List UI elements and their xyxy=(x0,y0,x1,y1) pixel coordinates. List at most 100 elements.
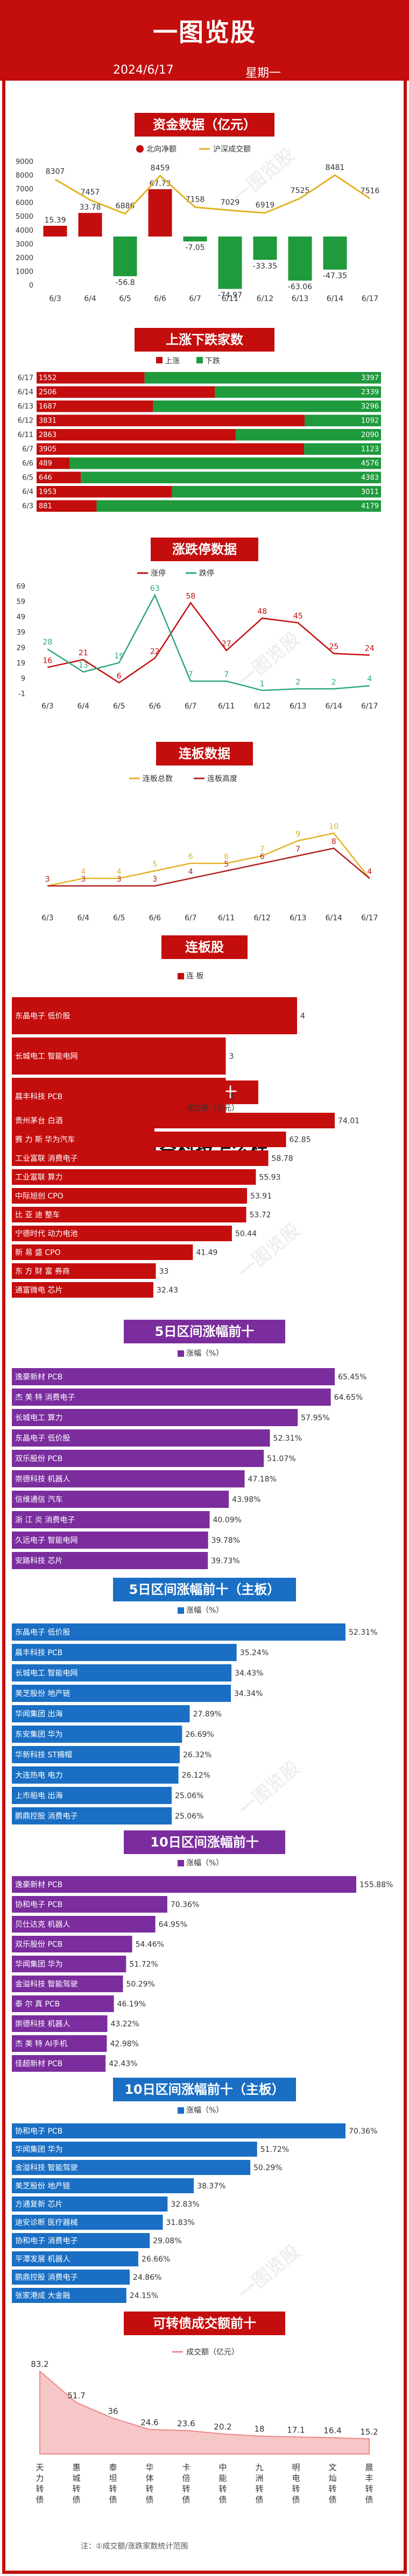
data-label-north: -63.06 xyxy=(288,283,312,291)
data-label-up: 1552 xyxy=(39,374,57,382)
y-tick-label: 6/12 xyxy=(18,417,33,425)
x-tick-label: 6/6 xyxy=(154,295,166,303)
bar xyxy=(12,1409,298,1426)
x-tick-label: 惠 xyxy=(72,2463,80,2472)
bar xyxy=(12,1078,226,1115)
x-tick-label: 天 xyxy=(36,2463,44,2472)
data-label: 6 xyxy=(224,853,229,861)
bar xyxy=(12,2233,150,2248)
bar-up xyxy=(37,471,81,483)
data-label: 25 xyxy=(329,643,339,652)
bar xyxy=(12,1207,246,1222)
bar xyxy=(12,1532,208,1549)
data-label-north: -74.97 xyxy=(218,291,242,299)
x-tick-label: 6/5 xyxy=(113,914,125,922)
x-tick-label: 力 xyxy=(36,2473,44,2483)
data-label-north: -47.35 xyxy=(323,272,347,281)
category-label: 久远电子 智能电网 xyxy=(15,1536,77,1545)
data-label: 38.37% xyxy=(197,2182,225,2191)
legend-label: 涨幅（%） xyxy=(186,1349,223,1358)
category-label: 华新科技 ST摘帽 xyxy=(15,1750,72,1759)
y-tick-label: 6/11 xyxy=(18,431,33,439)
data-label: 3 xyxy=(45,875,50,884)
data-label: 24.6 xyxy=(140,2417,158,2427)
y-tick-label: 6000 xyxy=(16,199,33,207)
data-label-north: 33.78 xyxy=(79,203,101,212)
bar-north xyxy=(148,189,172,237)
bar xyxy=(12,1470,245,1487)
legend-label: 连板高度 xyxy=(207,774,237,783)
x-tick-label: 文 xyxy=(328,2463,336,2472)
x-tick-label: 卡 xyxy=(182,2463,190,2472)
data-label-up: 3905 xyxy=(39,446,57,454)
data-label: 20.2 xyxy=(214,2422,231,2432)
category-label: 鹏鼎控股 消费电子 xyxy=(15,2273,77,2282)
bar xyxy=(12,1150,269,1166)
bar xyxy=(12,1511,210,1528)
category-label: 鹏鼎控股 消费电子 xyxy=(15,1812,77,1821)
y-tick-label: 29 xyxy=(16,644,25,652)
data-label: 28 xyxy=(43,638,52,647)
data-label: 26.32% xyxy=(183,1751,211,1759)
category-label: 上市船电 出海 xyxy=(15,1791,62,1800)
header-banner: 一图览股 2024/6/17 星期一 xyxy=(0,0,409,81)
x-tick-label: 华 xyxy=(145,2463,153,2472)
bar-down xyxy=(304,443,381,455)
data-label: 64.95% xyxy=(159,1921,187,1929)
x-tick-label: 6/17 xyxy=(361,914,378,922)
bar xyxy=(12,1623,345,1641)
section-title-updown: 上涨下跌家数 xyxy=(135,328,274,352)
category-label: 东晶电子 低价股 xyxy=(15,1628,70,1637)
bar xyxy=(12,1113,335,1128)
x-tick-label: 6/13 xyxy=(290,702,306,711)
category-label: 工业富联 算力 xyxy=(15,1173,62,1182)
data-label: 58.78 xyxy=(272,1155,293,1163)
category-label: 美芝股份 地产链 xyxy=(15,1690,70,1698)
category-label: 晨丰科技 PCB xyxy=(15,1649,62,1657)
x-tick-label: 6/6 xyxy=(149,914,161,922)
data-label-up: 2863 xyxy=(39,431,57,439)
data-label: 23.6 xyxy=(177,2418,195,2428)
bar xyxy=(12,1644,237,1661)
bar xyxy=(12,2288,126,2303)
bar xyxy=(12,1876,356,1893)
category-label: 华闻集团 华为 xyxy=(15,2145,62,2154)
data-label-turnover: 7516 xyxy=(361,187,380,195)
category-label: 大连热电 电力 xyxy=(15,1771,62,1780)
bar xyxy=(12,2035,107,2052)
data-label: 4 xyxy=(367,675,372,684)
bar xyxy=(12,1746,180,1763)
y-tick-label: 69 xyxy=(16,583,25,591)
x-tick-label: 转 xyxy=(218,2484,227,2494)
bar xyxy=(12,1705,190,1722)
data-label: 42.43% xyxy=(109,2060,137,2069)
x-tick-label: 债 xyxy=(145,2495,153,2505)
data-label: 70.36% xyxy=(349,2127,377,2136)
data-label: 57.95% xyxy=(301,1414,329,1422)
data-label: 2 xyxy=(295,678,300,686)
data-label: 9 xyxy=(295,830,300,839)
x-tick-label: 灿 xyxy=(328,2473,336,2483)
bar xyxy=(12,1132,286,1147)
category-label: 佳超新材 PCB xyxy=(15,2060,62,2069)
data-label: 18 xyxy=(254,2424,264,2434)
x-tick-label: 转 xyxy=(365,2484,373,2494)
legend-label: 上涨 xyxy=(165,357,180,366)
data-label-up: 489 xyxy=(39,460,52,468)
y-tick-label: 3000 xyxy=(16,240,33,248)
data-label: 64.65% xyxy=(334,1393,363,1402)
x-tick-label: 债 xyxy=(72,2495,80,2505)
category-label: 中际旭创 CPO xyxy=(15,1192,64,1201)
bar-up xyxy=(37,400,153,412)
data-label: 16 xyxy=(43,656,52,665)
line-limitdown xyxy=(47,593,370,691)
data-label: 3 xyxy=(152,875,157,884)
data-label-up: 646 xyxy=(39,474,52,482)
bar xyxy=(12,1936,132,1952)
data-label: 63 xyxy=(150,584,160,593)
x-tick-label: 城 xyxy=(72,2473,80,2483)
x-tick-label: 债 xyxy=(182,2495,190,2505)
x-tick-label: 倍 xyxy=(182,2473,190,2483)
data-label: 45 xyxy=(293,612,303,621)
